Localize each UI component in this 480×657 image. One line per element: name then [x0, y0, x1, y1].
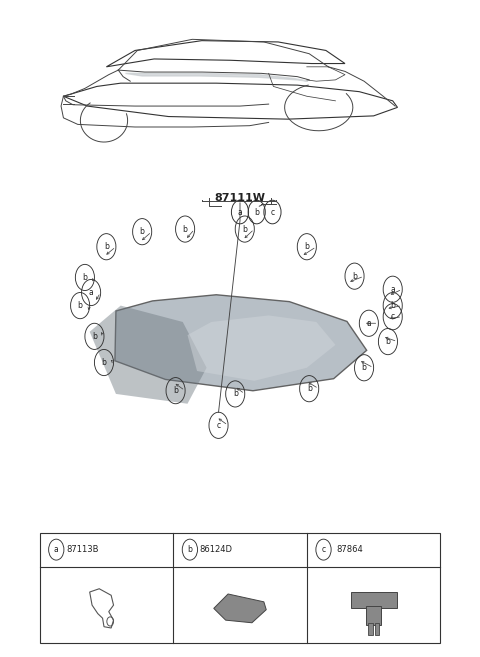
Text: a: a	[89, 288, 94, 297]
Text: c: c	[270, 208, 275, 217]
Text: b: b	[361, 363, 367, 373]
Text: b: b	[385, 337, 390, 346]
Polygon shape	[115, 295, 367, 391]
Text: b: b	[78, 301, 83, 310]
Polygon shape	[188, 315, 336, 381]
Text: b: b	[173, 386, 178, 395]
Text: 86124D: 86124D	[200, 545, 233, 554]
Polygon shape	[214, 594, 266, 623]
Text: a: a	[390, 284, 395, 294]
Bar	[368, 623, 372, 635]
Text: 87113B: 87113B	[66, 545, 99, 554]
Bar	[374, 623, 379, 635]
Text: b: b	[92, 332, 97, 341]
Text: a: a	[54, 545, 59, 554]
Text: b: b	[242, 225, 247, 233]
Text: 87864: 87864	[336, 545, 363, 554]
Text: b: b	[104, 242, 109, 251]
Bar	[39, 533, 441, 643]
Text: a: a	[366, 319, 371, 328]
Text: b: b	[254, 208, 259, 217]
Bar	[366, 606, 381, 625]
Text: b: b	[188, 545, 192, 554]
Text: b: b	[304, 242, 309, 251]
Text: c: c	[391, 312, 395, 321]
Text: c: c	[322, 545, 325, 554]
Text: a: a	[238, 208, 242, 217]
Text: b: b	[233, 390, 238, 398]
Text: b: b	[140, 227, 144, 236]
Text: b: b	[307, 384, 312, 393]
Bar	[351, 592, 396, 608]
Text: b: b	[83, 273, 87, 282]
Polygon shape	[125, 74, 308, 81]
Text: b: b	[352, 271, 357, 281]
Text: b: b	[102, 358, 107, 367]
Text: b: b	[183, 225, 188, 233]
Text: 87111W: 87111W	[215, 193, 265, 202]
Text: c: c	[216, 421, 221, 430]
Text: b: b	[390, 301, 395, 310]
Polygon shape	[90, 306, 206, 404]
